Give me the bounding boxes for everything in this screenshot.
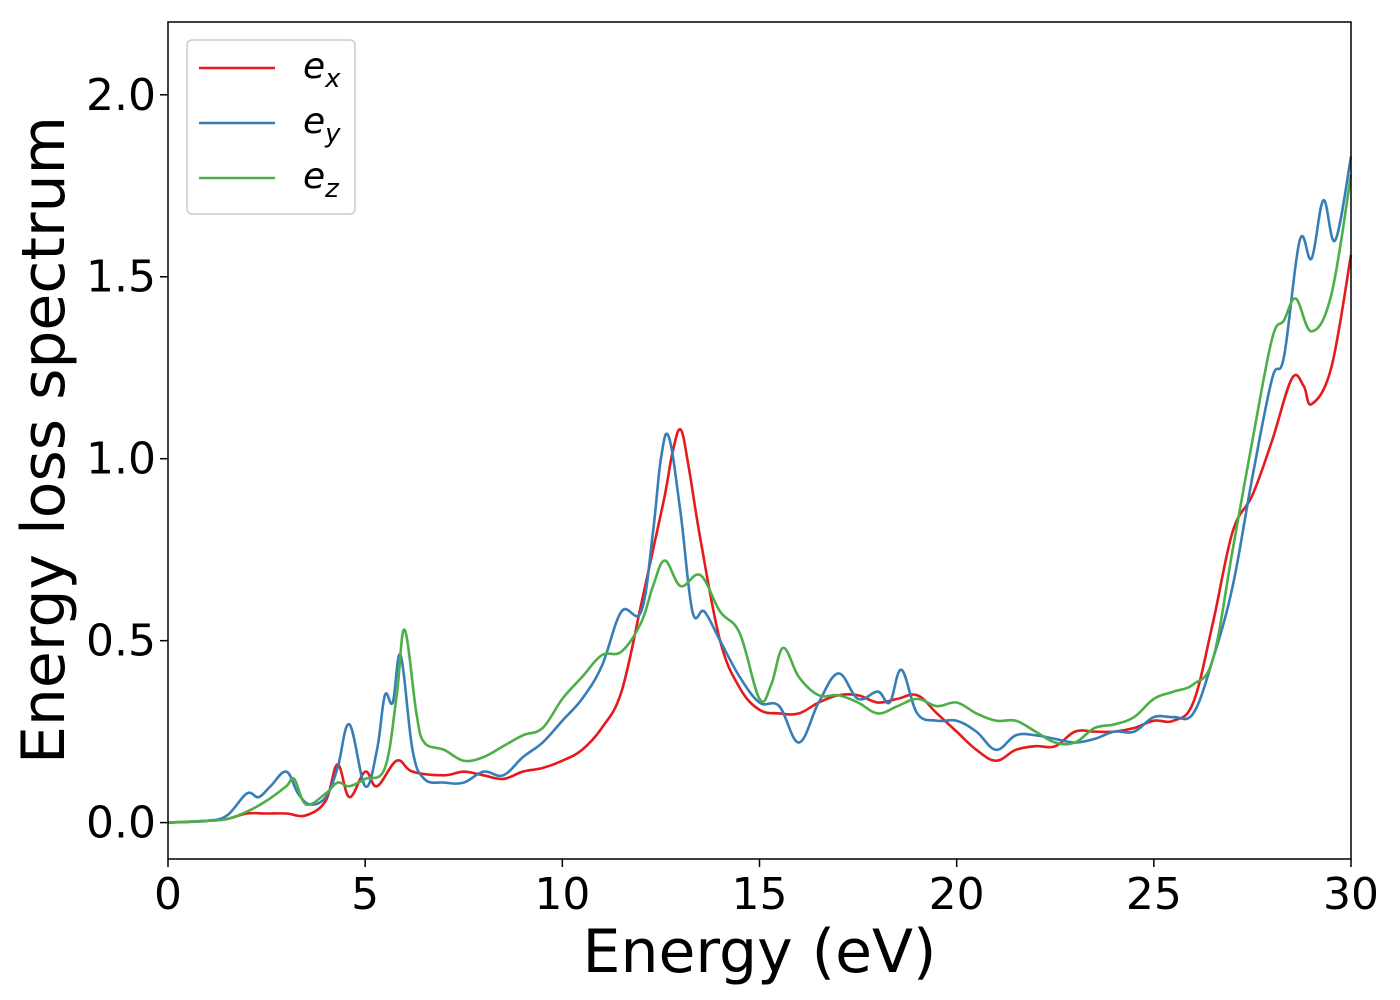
x-tick-label: 0 [154,869,182,920]
legend-label-base: e [303,46,325,87]
x-tick-label: 30 [1323,869,1379,920]
legend-label-subscript: x [324,64,341,94]
x-tick-label: 10 [534,869,590,920]
legend-label-subscript: y [324,119,341,149]
series-layer [167,156,1353,824]
x-tick-label: 15 [732,869,788,920]
x-tick-label: 5 [351,869,379,920]
x-tick-label: 20 [929,869,985,920]
legend-label-y: ey [303,101,341,149]
y-axis: 0.0 0.5 1.0 1.5 2.0 [86,70,168,849]
x-axis: 0 5 10 15 20 25 30 [154,859,1379,920]
legend-label-base: e [303,156,325,197]
y-tick-label: 2.0 [86,70,156,121]
legend-label-x: ex [303,46,341,94]
legend-box [186,39,356,215]
y-tick-label: 1.5 [86,252,156,303]
series-line-x [167,254,1353,824]
x-axis-title: Energy (eV) [583,917,937,987]
y-tick-label: 0.5 [86,616,156,667]
legend-label-base: e [303,101,325,142]
series-line-z [167,174,1353,824]
series-line-y [167,156,1353,824]
y-tick-label: 1.0 [86,434,156,485]
legend-label-subscript: z [324,174,340,204]
y-axis-title: Energy loss spectrum [9,116,79,764]
x-tick-label: 25 [1126,869,1182,920]
y-tick-label: 0.0 [86,798,156,849]
legend-label-z: ez [303,156,340,204]
